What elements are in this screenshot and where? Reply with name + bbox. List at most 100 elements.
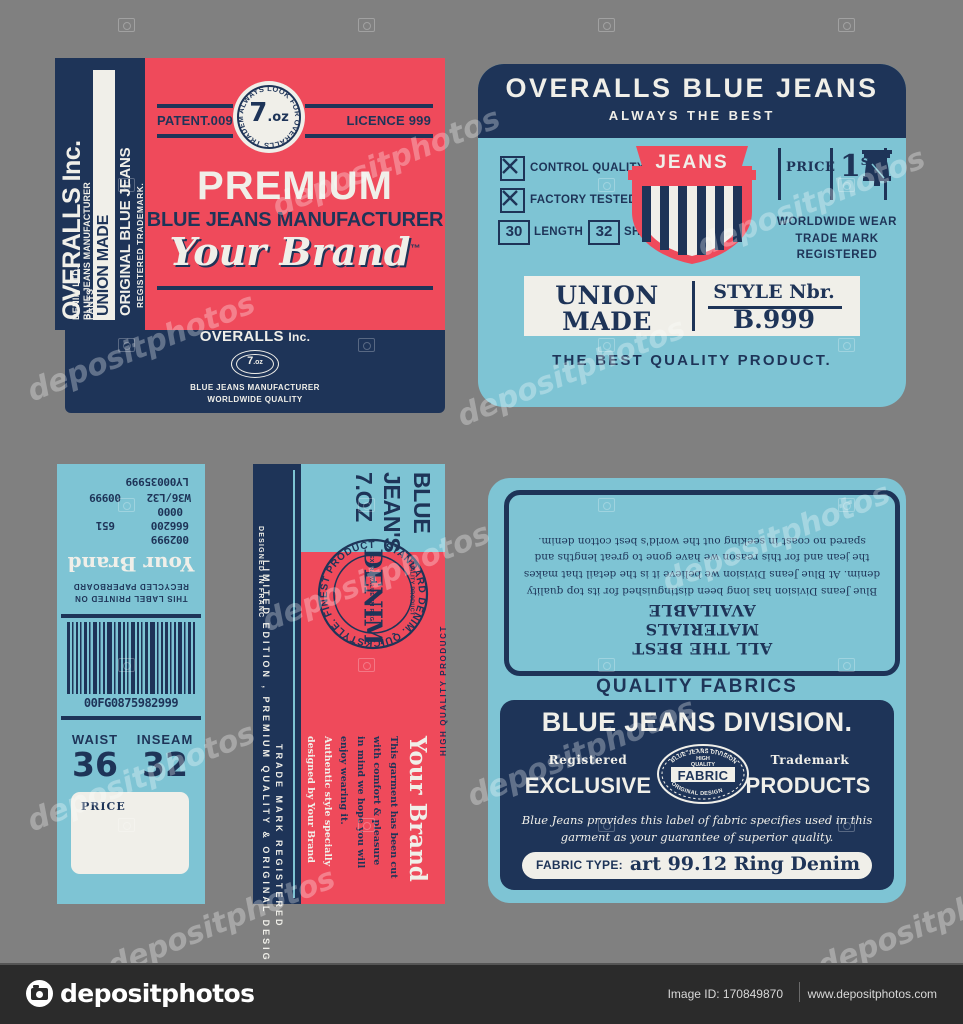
label1-patent: PATENT.0099 <box>157 113 241 128</box>
footer-brand-name: depositphotos <box>60 979 255 1008</box>
label4-body-text: This garment has been cut with comfort & … <box>338 736 399 879</box>
label-control-quality: CONTROL QUALITY <box>530 162 645 174</box>
checkbox-factory-tested[interactable] <box>500 188 525 213</box>
label1-rule-bottom <box>157 286 433 290</box>
label1-footer-seal-icon: 7.oz <box>231 350 279 378</box>
inseam-label: INSEAM <box>136 732 194 747</box>
label1-rule-left-top <box>157 104 233 108</box>
label1-strip-white-band <box>93 70 115 320</box>
label-factory-tested: FACTORY TESTED <box>530 194 637 206</box>
code-row2-left: 651 <box>96 519 115 532</box>
label-overalls-blue-jeans: OVERALLS BLUE JEANS ALWAYS THE BEST CONT… <box>478 64 906 407</box>
label5-navy-panel: BLUE JEANS DIVISION. Registered Trademar… <box>500 700 894 890</box>
artboard: OVERALLS Inc. 7.oz BLUE JEANS MANUFACTUR… <box>22 18 963 984</box>
camera-icon <box>26 980 53 1007</box>
label4-heading-line3: 7.OZ <box>351 472 377 522</box>
union-made-text: UNION MADE <box>555 281 659 337</box>
price-box-label: PRICE <box>81 800 126 813</box>
label1-oz-badge-icon: ALWAYS LOOK FOR OVERALLS TRADEMARK. 7.oz <box>233 81 305 153</box>
label3-divider-bottom <box>61 716 201 720</box>
jeans-shield-icon: JEANS <box>628 140 756 266</box>
label-length: LENGTH <box>534 226 584 238</box>
label3-rotated-header: THIS LABEL PRINTED ON RECYCLED PAPERBOARD… <box>57 464 205 610</box>
style-number-value: B.999 <box>732 305 816 334</box>
label1-licence: LICENCE 999 <box>346 113 431 128</box>
trademark-label: Trademark <box>770 753 850 767</box>
worldwide-trademark-text: WORLDWIDE WEAR TRADE MARK REGISTERED <box>776 216 898 262</box>
label4-heading: BLUE <box>409 472 435 534</box>
waist-value: 36 <box>72 745 118 784</box>
barcode-number: 00FG0875982999 <box>83 696 179 710</box>
label4-hairline <box>293 470 295 898</box>
label1-footer-line1: BLUE JEANS MANUFACTURER <box>190 383 320 392</box>
shield-label-jeans: JEANS <box>655 152 729 173</box>
label2-subtitle: ALWAYS THE BEST <box>608 108 776 123</box>
label1-manufacturer-line: BLUE JEANS MANUFACTURER <box>146 209 444 231</box>
products-label: PRODUCTS <box>745 773 871 798</box>
label-denim-vertical: DESIGNED IN FRANC LIMITED EDITION , PREM… <box>253 464 448 972</box>
footer-image-id: Image ID: 170849870 <box>667 987 783 1001</box>
label1-red-panel: PATENT.0099 LICENCE 999 ALWAYS LOOK FOR … <box>145 58 445 330</box>
label5-heading: ALL THE BEST MATERIALS AVAILABLE <box>631 601 773 658</box>
label1-footer-company: OVERALLS Inc. <box>199 328 311 345</box>
label1-rule-left-bottom <box>157 134 233 138</box>
label2-footer-text: THE BEST QUALITY PRODUCT. <box>552 352 832 369</box>
svg-text:QUALITY: QUALITY <box>691 762 715 768</box>
label1-strip-union-made: UNION MADE <box>95 214 112 316</box>
label5-fine-print: Blue Jeans provides this label of fabric… <box>521 813 873 845</box>
label1-brand-name: Your Brand™ <box>169 229 421 274</box>
label1-strip-original: ORIGINAL BLUE JEANS <box>117 147 134 316</box>
waist-label: WAIST <box>71 732 119 747</box>
rail-trade-mark: TRADE MARK REGISTERED <box>274 744 284 929</box>
union-made-style-panel: UNION MADE STYLE Nbr. B.999 <box>524 276 860 336</box>
price-label: PRICE <box>786 160 836 175</box>
recycled-note: THIS LABEL PRINTED ON RECYCLED PAPERBOARD <box>73 581 189 603</box>
code-row3-left: 00999 <box>89 491 121 504</box>
denim-seal-small-right: QUALITY PRODUCT <box>408 558 415 616</box>
value-shape[interactable]: 32 <box>588 220 620 245</box>
label1-navy-footer: OVERALLS Inc. 7.oz BLUE JEANS MANUFACTUR… <box>65 320 445 413</box>
fabric-seal-icon: BLUE JEANS DIVISION ORIGINAL DESIGN HIGH… <box>657 744 749 804</box>
quality-fabrics-title: QUALITY FABRICS <box>596 676 798 697</box>
registered-label: Registered <box>548 753 628 767</box>
label1-rule-right-top <box>305 104 433 108</box>
label1-footer-line2: WORLDWIDE QUALITY <box>207 395 303 404</box>
label2-title: OVERALLS BLUE JEANS <box>505 73 879 103</box>
depositphotos-footer: depositphotos Image ID: 170849870 www.de… <box>0 963 963 1024</box>
label4-body-text-2: Authentic style specially designed by You… <box>305 736 333 867</box>
label-premium-your-brand: OVERALLS Inc. 7.oz BLUE JEANS MANUFACTUR… <box>55 58 445 413</box>
style-number-label: STYLE Nbr. <box>713 281 835 303</box>
label3-brand: Your Brand <box>67 552 195 576</box>
inseam-value: 32 <box>142 745 188 784</box>
footer-separator <box>799 982 800 1002</box>
footer-website[interactable]: www.depositphotos.com <box>807 987 937 1001</box>
price-input-box[interactable]: PRICE <box>71 792 189 874</box>
label4-high-quality: HIGH QUALITY PRODUCT <box>439 625 448 756</box>
checkbox-control-quality[interactable] <box>500 156 525 181</box>
label5-paragraph: Blue Jeans Division has long been distin… <box>523 534 881 597</box>
svg-text:HIGH: HIGH <box>696 756 710 762</box>
label3-divider-top <box>61 614 201 618</box>
depositphotos-logo[interactable]: depositphotos <box>26 979 255 1008</box>
footer-divider <box>0 963 963 965</box>
label4-cyan-header <box>301 464 445 552</box>
exclusive-label: EXCLUSIVE <box>524 773 652 798</box>
label-blue-jeans-division: ALL THE BEST MATERIALS AVAILABLE Blue Jean… <box>488 478 906 903</box>
barcode-icon <box>67 622 195 694</box>
denim-seal-small-left: EXTRA VALUE TM REG. <box>368 554 375 624</box>
fabric-type-bar: FABRIC TYPE: art 99.12 Ring Denim <box>522 852 872 879</box>
code-row1-right: 666200 <box>151 519 189 532</box>
label1-strip-manufacturer: BLUE JEANS MANUFACTURER <box>82 182 92 320</box>
svg-text:ORIGINAL DESIGN: ORIGINAL DESIGN <box>670 781 724 797</box>
code-row3-right: W36/L32 <box>146 491 191 504</box>
label1-premium-title: PREMIUM <box>197 164 393 208</box>
liberty-bell-icon <box>860 150 894 196</box>
code-row2-right: 0000 <box>157 505 183 518</box>
label-price-tag: THIS LABEL PRINTED ON RECYCLED PAPERBOARD… <box>57 464 205 904</box>
fabric-type-value: art 99.12 Ring Denim <box>629 853 861 875</box>
label1-strip-registered: REGISTERED TRADEMARK. <box>135 182 145 308</box>
value-length[interactable]: 30 <box>498 220 530 245</box>
denim-seal-icon: STANDARD DENIM. QUICKSTYLE. FINEST PRODU… <box>315 534 439 652</box>
label1-side-strip: PANTS SHIRTS DENIM LTD. OVERALLS Inc. BL… <box>55 58 145 330</box>
label4-brand: Your Brand <box>404 736 431 882</box>
